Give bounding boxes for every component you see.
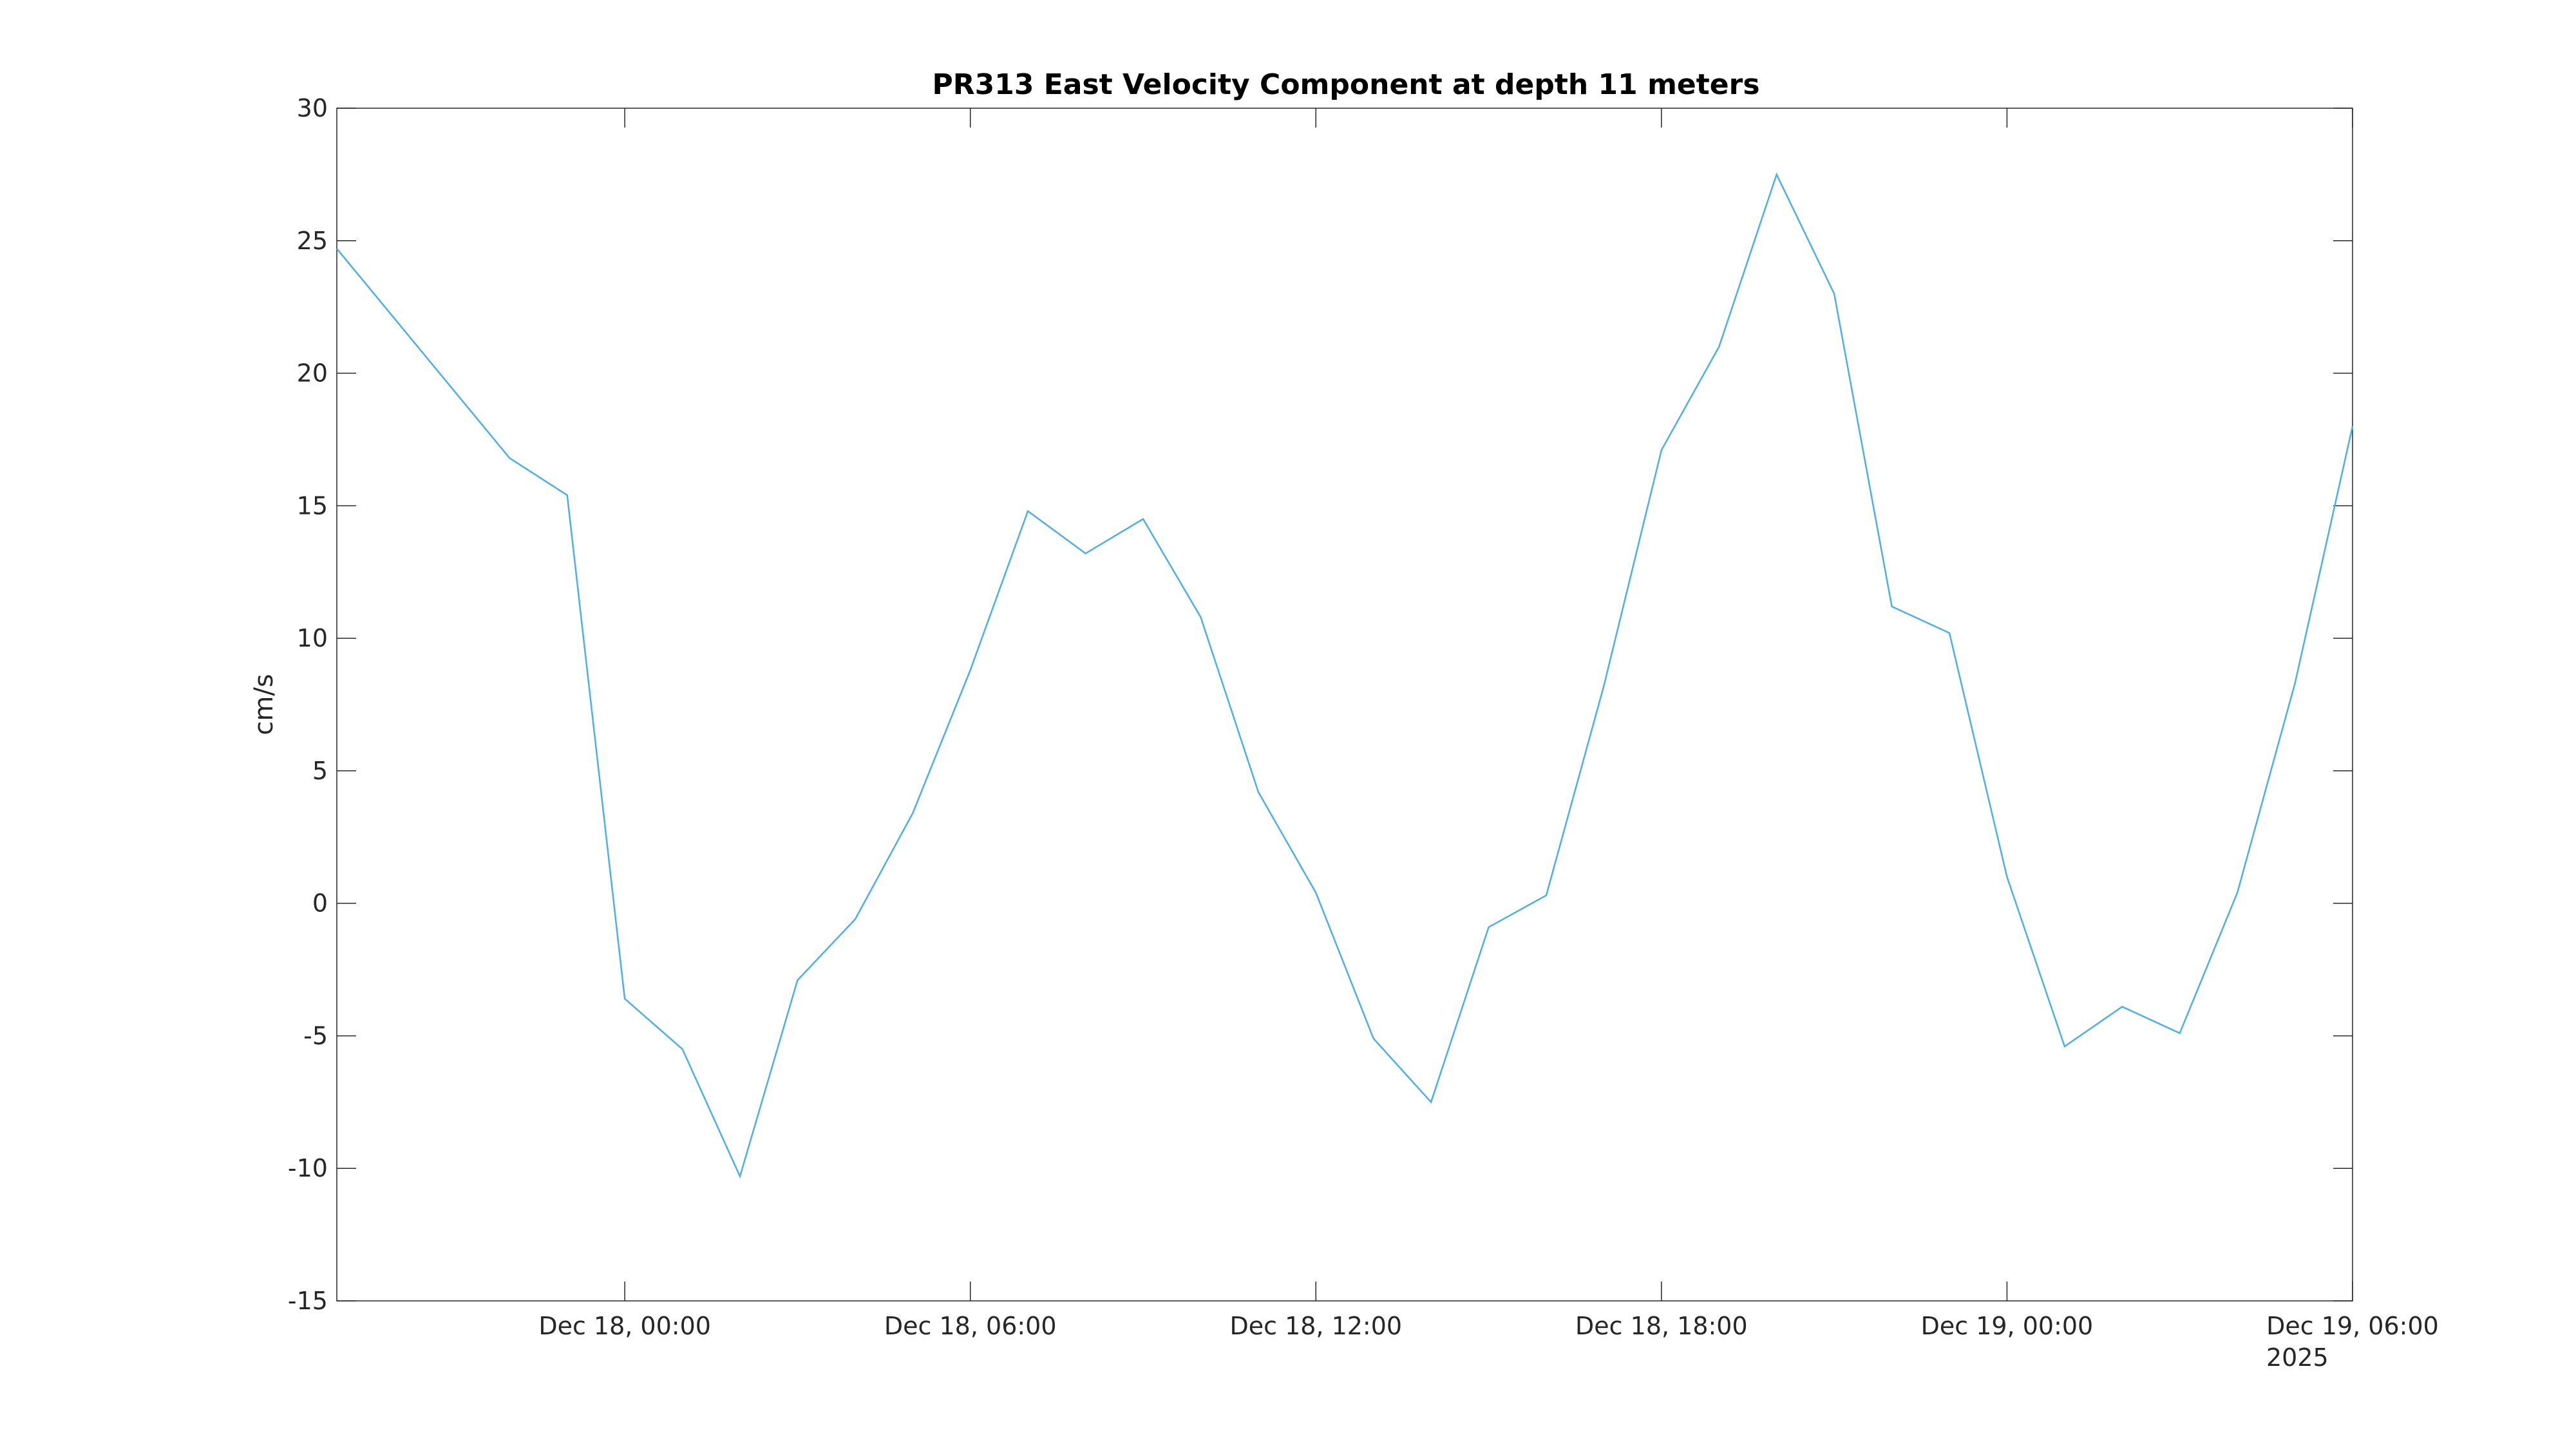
chart-title: PR313 East Velocity Component at depth 1… (932, 68, 1759, 101)
y-axis: 30 25 20 15 10 5 0 -5 -10 -15 (288, 94, 2353, 1315)
y-tick-label: 20 (297, 359, 328, 388)
x-tick-label: Dec 19, 00:00 (1921, 1312, 2094, 1340)
x-axis: Dec 18, 00:00 Dec 18, 06:00 Dec 18, 12:00 D… (538, 108, 2439, 1340)
y-tick-label: 15 (297, 491, 328, 520)
x-axis-year-label: 2025 (2266, 1343, 2329, 1372)
x-tick-label: Dec 18, 18:00 (1575, 1312, 1748, 1340)
x-tick-label: Dec 18, 12:00 (1229, 1312, 1402, 1340)
y-tick-label: 25 (297, 227, 328, 255)
x-tick-label: Dec 18, 06:00 (884, 1312, 1057, 1340)
y-tick-label: 5 (312, 757, 328, 785)
y-tick-label: 0 (312, 889, 328, 918)
y-tick-label: 10 (297, 624, 328, 652)
y-tick-label: -10 (288, 1154, 328, 1182)
y-tick-label: -5 (303, 1021, 328, 1050)
plot-area (336, 108, 2353, 1302)
x-tick-label: Dec 19, 06:00 (2266, 1312, 2439, 1340)
y-tick-label: 30 (297, 94, 328, 122)
y-tick-label: -15 (288, 1287, 328, 1315)
x-tick-label: Dec 18, 00:00 (538, 1312, 711, 1340)
series-layer (336, 172, 2354, 1179)
y-axis-label: cm/s (249, 674, 279, 735)
series-line (336, 172, 2354, 1179)
